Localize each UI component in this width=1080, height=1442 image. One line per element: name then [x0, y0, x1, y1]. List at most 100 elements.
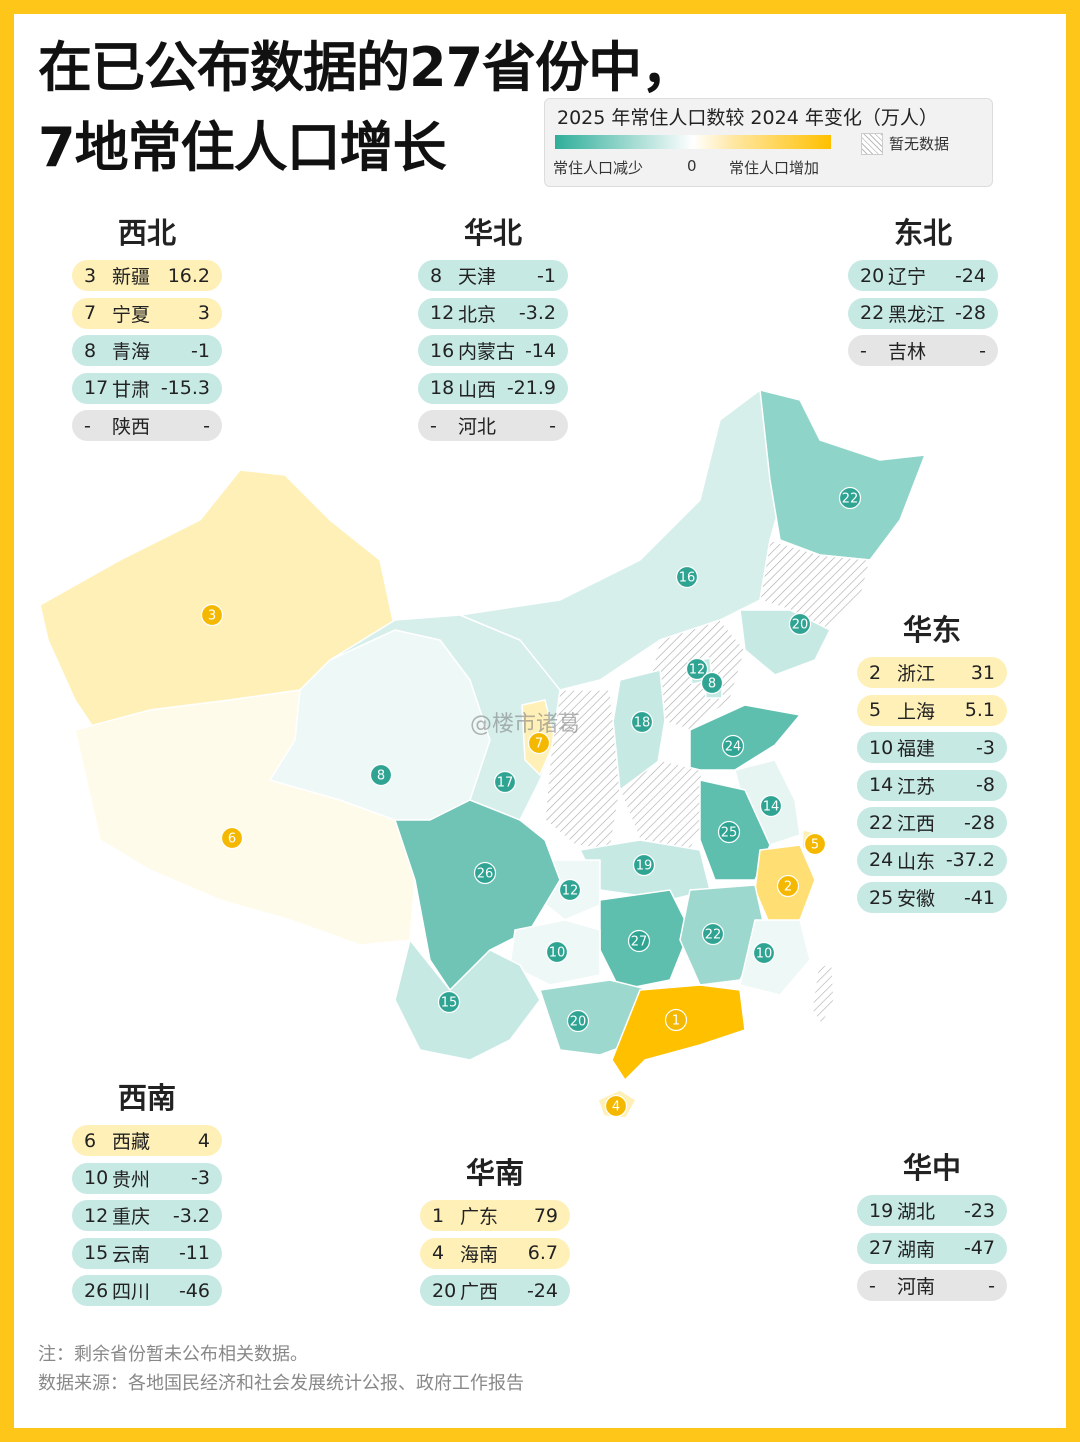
map-marker [545, 940, 569, 964]
province-value: -28 [954, 302, 986, 324]
province-rank: 20 [432, 1279, 457, 1302]
region-title: 华北 [463, 216, 522, 250]
map-marker [664, 1008, 688, 1032]
province-province: 浙江 [897, 663, 936, 685]
province-row: 26 四川 -46 [72, 1275, 222, 1306]
map-marker [701, 922, 725, 946]
province-rank: - [430, 414, 437, 437]
map-marker-label: 12 [689, 663, 706, 678]
map-marker [220, 826, 244, 850]
province-rank: 19 [869, 1199, 894, 1222]
map-marker [200, 603, 224, 627]
map-marker [752, 941, 776, 965]
province-row: - 河北 - [418, 410, 568, 441]
map-marker-label: 20 [570, 1015, 587, 1030]
legend-increase-label: 常住人口增加 [729, 159, 820, 177]
source-note: 数据来源：各地国民经济和社会发展统计公报、政府工作报告 [38, 1373, 524, 1394]
province-row: 18 山西 -21.9 [418, 372, 568, 404]
map-marker-label: 2 [784, 880, 792, 895]
province-value: -8 [976, 774, 995, 796]
province-rank: 2 [869, 661, 882, 684]
map-marker [776, 874, 800, 898]
province-row: 12 重庆 -3.2 [72, 1200, 222, 1231]
province-rank: 26 [84, 1279, 109, 1302]
province-value: -1 [191, 339, 210, 362]
page-title: 在已公布数据的27省份中， 7地常住人口增长 [38, 28, 695, 188]
map-marker-label: 25 [721, 826, 738, 841]
province-rank: 24 [869, 849, 894, 871]
map-marker-label: 10 [549, 946, 566, 961]
map-marker-label: 15 [441, 996, 458, 1011]
map-marker [721, 734, 745, 758]
map-marker [604, 1094, 628, 1118]
province-sichuan [394, 799, 561, 991]
province-value: -46 [178, 1279, 210, 1302]
region-0: 西北 3 新疆 16.2 7 宁夏 3 8 青海 -1 17 甘肃 -15.3- 陕西 - [72, 210, 222, 448]
province-row: - 吉林 - [848, 335, 998, 366]
province-province: 黑龙江 [888, 303, 946, 326]
province-rank: - [869, 1274, 876, 1297]
province-heilongjiang [759, 389, 926, 561]
region-5: 华南 1 广东 79 4 海南 6.7 20 广西 -24 [420, 1150, 570, 1313]
province-rank: 5 [869, 699, 882, 721]
province-rank: 18 [430, 377, 455, 399]
province-fujian [739, 919, 811, 996]
province-value: -3.2 [172, 1204, 210, 1227]
province-rank: 25 [869, 886, 894, 909]
province-row: 12 北京 -3.2 [418, 297, 568, 329]
province-value: -3.2 [518, 302, 556, 324]
province-value: -14 [524, 339, 556, 362]
province-jilin [759, 539, 871, 631]
province-row: 8 天津 -1 [418, 260, 568, 291]
province-value: -15.3 [160, 377, 210, 399]
province-yunnan [394, 939, 541, 1061]
map-marker-label: 17 [497, 776, 514, 791]
map-marker-label: 1 [672, 1014, 680, 1029]
province-row: 10 贵州 -3 [72, 1162, 222, 1194]
province-rank: 7 [84, 302, 97, 324]
province-province: 重庆 [112, 1206, 151, 1228]
province-row: 22 江西 -28 [857, 807, 1007, 838]
footnote: 注：剩余省份暂未公布相关数据。 [38, 1344, 308, 1365]
region-title: 西北 [117, 216, 176, 250]
province-row: 22 黑龙江 -28 [848, 297, 998, 329]
province-row: 17 甘肃 -15.3 [72, 372, 222, 404]
map-marker-label: 16 [679, 571, 696, 586]
province-rank: 4 [432, 1242, 445, 1264]
province-rank: 1 [432, 1204, 445, 1227]
province-province: 辽宁 [888, 266, 927, 288]
province-province: 安徽 [897, 888, 936, 910]
province-value: - [203, 414, 210, 437]
province-row: 7 宁夏 3 [72, 297, 222, 329]
province-rank: 17 [84, 377, 109, 399]
map-marker-label: 24 [725, 740, 742, 755]
province-value: -11 [178, 1242, 210, 1264]
province-rank: 14 [869, 774, 894, 796]
province-row: 25 安徽 -41 [857, 882, 1007, 913]
province-rank: 22 [869, 811, 894, 834]
province-province: 广西 [460, 1281, 499, 1303]
map-marker [632, 853, 656, 877]
province-row: 20 广西 -24 [420, 1275, 570, 1306]
province-province: 江西 [897, 813, 936, 835]
region-6: 华中 19 湖北 -23 27 湖南 -47- 河南 - [857, 1145, 1007, 1308]
legend-gradient-bar [555, 135, 831, 149]
province-row: 10 福建 -3 [857, 732, 1007, 763]
map-marker-label: 19 [636, 859, 653, 874]
province-province: 海南 [460, 1243, 499, 1266]
province-rank: 10 [84, 1167, 109, 1189]
province-value: 31 [970, 661, 995, 684]
map-marker-label: 12 [562, 884, 579, 899]
province-province: 甘肃 [112, 378, 151, 401]
map-marker [369, 763, 393, 787]
province-row: 16 内蒙古 -14 [418, 335, 568, 366]
region-title: 东北 [893, 216, 952, 250]
province-rank: 22 [860, 302, 885, 324]
province-value: 3 [197, 302, 210, 324]
map-marker-label: 22 [705, 928, 722, 943]
province-value: -21.9 [506, 377, 556, 399]
province-province: 吉林 [888, 341, 927, 363]
province-rank: 20 [860, 264, 885, 287]
province-row: 6 西藏 4 [72, 1125, 222, 1156]
